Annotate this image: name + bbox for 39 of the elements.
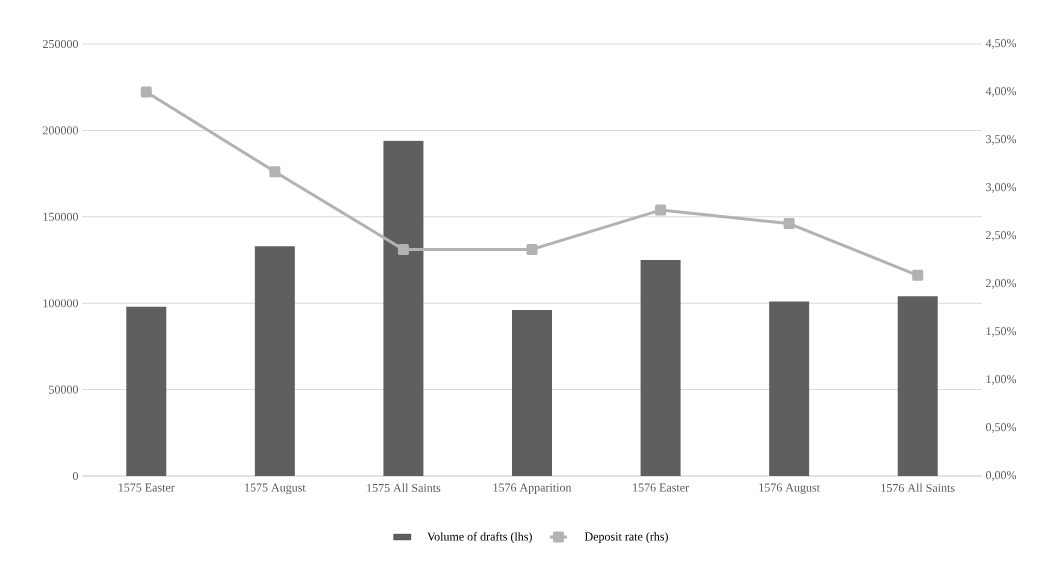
x-tick-label: 1576 Easter: [633, 483, 689, 492]
bar: [769, 301, 810, 476]
point: [526, 243, 538, 255]
y2-tick-label: 0,50%: [986, 423, 1017, 433]
y2-tick-label: 0,00%: [986, 471, 1017, 481]
point: [912, 269, 924, 281]
point: [783, 218, 795, 230]
y-tick-label: 200000: [43, 126, 78, 135]
bar: [254, 246, 295, 476]
bar: [512, 310, 552, 476]
y2-tick-label: 2,00%: [986, 279, 1017, 289]
legend-label: Volume of drafts (lhs): [427, 532, 532, 544]
y2-tick-label: 1,50%: [986, 327, 1017, 337]
x-tick-label: 1575 Easter: [118, 483, 175, 492]
y-tick-label: 0: [72, 471, 78, 481]
x-tick-label: 1576 August: [759, 483, 820, 495]
y2-tick-label: 3,00%: [986, 183, 1017, 193]
y-tick-label: 150000: [43, 212, 78, 221]
y2-tick-label: 4,00%: [985, 87, 1017, 97]
y2-tick-label: 1,00%: [986, 375, 1017, 385]
bar: [126, 306, 167, 476]
point: [269, 166, 281, 178]
point: [397, 243, 409, 255]
point: [655, 204, 667, 216]
y2-tick-label: 2,50%: [986, 231, 1017, 241]
bar: [383, 140, 424, 476]
y-tick-label: 50000: [49, 385, 78, 394]
x-tick-label: 1575 August: [245, 483, 306, 495]
y2-tick-label: 3,50%: [986, 135, 1017, 145]
y-tick-label: 250000: [43, 39, 78, 49]
point: [140, 86, 152, 98]
y-tick-label: 100000: [43, 299, 78, 308]
x-tick-label: 1576 Apparition: [493, 483, 572, 495]
x-tick-label: 1575 All Saints: [367, 483, 441, 492]
legend-label: Deposit rate (rhs): [584, 532, 668, 543]
x-tick-label: 1576 All Saints: [881, 483, 955, 492]
bar: [640, 260, 681, 476]
bar: [897, 296, 938, 476]
y2-tick-label: 4,50%: [985, 39, 1017, 49]
